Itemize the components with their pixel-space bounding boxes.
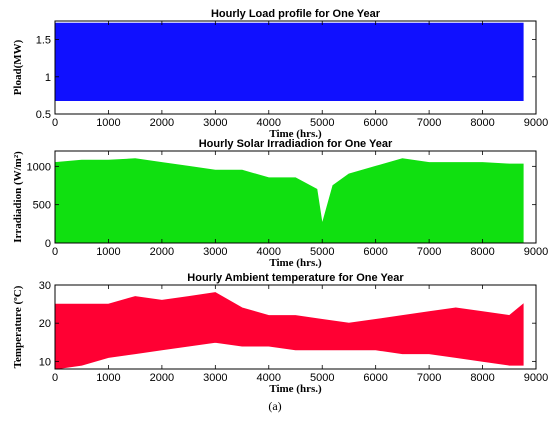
x-axis-label: Time (hrs.) xyxy=(269,257,322,269)
x-tick-label: 7000 xyxy=(417,372,441,384)
y-axis-label: Irradiadion (W/m²) xyxy=(12,151,24,243)
x-tick-label: 8000 xyxy=(470,246,494,258)
x-tick-label: 2000 xyxy=(150,117,174,129)
y-tick-label: 500 xyxy=(33,200,51,212)
chart-title: Hourly Solar Irradiadion for One Year xyxy=(199,138,393,150)
x-tick-label: 0 xyxy=(52,117,58,129)
x-tick-label: 6000 xyxy=(363,372,387,384)
x-tick-label: 7000 xyxy=(417,246,441,258)
y-tick-label: 1.5 xyxy=(36,35,51,47)
x-tick-label: 6000 xyxy=(363,117,387,129)
x-tick-label: 9000 xyxy=(524,372,548,384)
panel-solar-irradiation: Hourly Solar Irradiadion for One Year 0 1… xyxy=(12,138,548,269)
x-tick-label: 4000 xyxy=(257,372,281,384)
x-tick-label: 0 xyxy=(52,372,58,384)
y-tick-label: 1 xyxy=(45,72,51,84)
plot-frame xyxy=(54,284,537,370)
x-tick-label: 5000 xyxy=(310,246,334,258)
x-tick-label: 4000 xyxy=(257,246,281,258)
plot-frame xyxy=(54,20,537,115)
x-tick-label: 7000 xyxy=(417,117,441,129)
series-band-0 xyxy=(54,158,524,244)
x-tick-label: 3000 xyxy=(203,117,227,129)
chart-title: Hourly Ambient temperature for One Year xyxy=(187,272,404,284)
x-tick-label: 8000 xyxy=(470,117,494,129)
series-band-0 xyxy=(54,22,524,101)
y-axis-label: Temperature (ºC) xyxy=(12,285,24,368)
x-tick-label: 3000 xyxy=(203,246,227,258)
series-band-0 xyxy=(54,292,524,370)
figure-caption: (a) xyxy=(268,399,281,413)
y-tick-label: 30 xyxy=(39,280,51,292)
x-tick-label: 2000 xyxy=(150,372,174,384)
y-tick-label: 0 xyxy=(45,238,51,250)
y-axis-label: Pload(MW) xyxy=(12,39,24,95)
panel-load: Hourly Load profile for One Year 0 1000 20… xyxy=(12,8,548,140)
chart-title: Hourly Load profile for One Year xyxy=(211,8,381,20)
y-tick-label: 10 xyxy=(39,356,51,368)
x-tick-label: 0 xyxy=(52,246,58,258)
x-tick-label: 2000 xyxy=(150,246,174,258)
panel-ambient-temperature: Hourly Ambient temperature for One Year … xyxy=(12,272,548,395)
x-tick-label: 4000 xyxy=(257,117,281,129)
x-tick-label: 3000 xyxy=(203,372,227,384)
x-tick-label: 1000 xyxy=(96,372,120,384)
x-tick-label: 1000 xyxy=(96,117,120,129)
x-tick-label: 5000 xyxy=(310,117,334,129)
x-axis-label: Time (hrs.) xyxy=(269,383,322,395)
x-axis-label: Time (hrs.) xyxy=(269,128,322,140)
x-tick-label: 9000 xyxy=(524,117,548,129)
x-tick-label: 9000 xyxy=(524,246,548,258)
x-tick-label: 8000 xyxy=(470,372,494,384)
x-tick-label: 5000 xyxy=(310,372,334,384)
y-tick-label: 0.5 xyxy=(36,109,51,121)
x-tick-label: 6000 xyxy=(363,246,387,258)
x-tick-label: 1000 xyxy=(96,246,120,258)
y-tick-label: 20 xyxy=(39,318,51,330)
plot-frame xyxy=(54,150,537,244)
y-tick-label: 1000 xyxy=(27,161,51,173)
